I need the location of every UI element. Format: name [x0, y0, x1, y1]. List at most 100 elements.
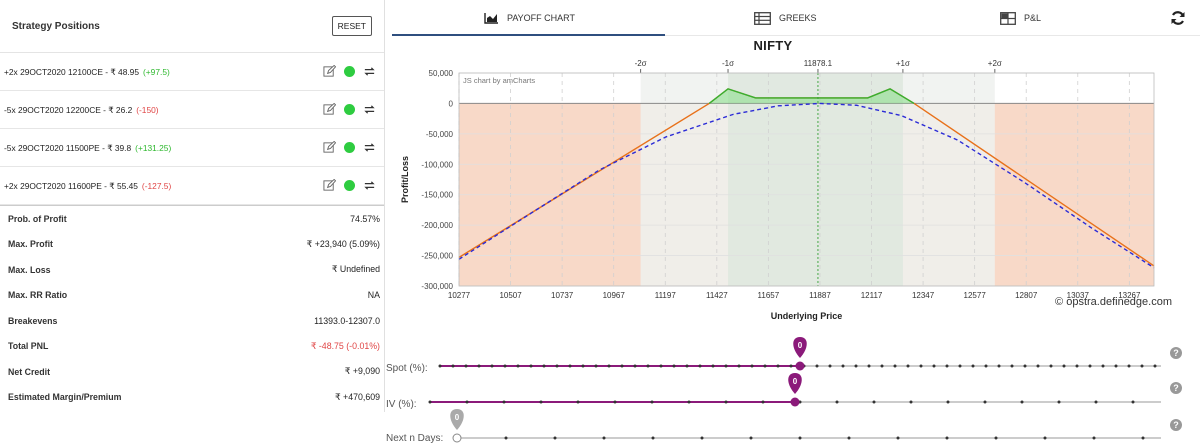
- slider-tick: [1057, 400, 1061, 404]
- help-icon[interactable]: ?: [1170, 382, 1182, 394]
- days-slider-label: Next n Days:: [386, 428, 443, 448]
- stat-label: Prob. of Profit: [8, 213, 67, 224]
- slider-tick: [1020, 400, 1024, 404]
- x-tick-label: 12577: [964, 291, 987, 300]
- slider-tick: [477, 364, 481, 368]
- profit-area: [709, 88, 915, 104]
- slider-tick: [906, 364, 910, 368]
- tab-greeks-label: GREEKS: [779, 13, 817, 23]
- stat-value: ₹ -48.75 (-0.01%): [310, 340, 380, 351]
- slider-tick: [594, 364, 598, 368]
- swap-icon[interactable]: [363, 179, 376, 192]
- y-axis-label: Profit/Loss: [400, 156, 410, 203]
- slider-tick: [659, 364, 663, 368]
- slider-tick: [1075, 364, 1079, 368]
- tab-payoff-chart[interactable]: PAYOFF CHART: [484, 0, 575, 36]
- slider-knob[interactable]: [795, 361, 805, 371]
- slider-tick: [854, 364, 858, 368]
- stat-row: Net Credit ₹ +9,090: [0, 359, 384, 385]
- slider-tick: [464, 364, 468, 368]
- series-expiry-profit-line: [708, 88, 915, 105]
- slider-tick: [893, 364, 897, 368]
- slider-tick: [529, 364, 533, 368]
- y-tick-label: -100,000: [421, 160, 453, 169]
- stat-label: Estimated Margin/Premium: [8, 392, 122, 403]
- help-icon[interactable]: ?: [1170, 347, 1182, 359]
- slider-tick: [555, 364, 559, 368]
- active-status-dot[interactable]: [344, 142, 355, 153]
- x-tick-label: 11427: [706, 291, 728, 300]
- slider-tick: [1141, 436, 1145, 440]
- spot-label: Spot (%):: [386, 362, 428, 374]
- slider-tick: [1043, 436, 1047, 440]
- y-tick-label: -50,000: [426, 130, 454, 139]
- slider-tick: [542, 364, 546, 368]
- slider-tick: [687, 400, 691, 404]
- x-tick-label: 13037: [1067, 291, 1090, 300]
- stat-value: 74.57%: [350, 213, 380, 224]
- position-label: -5x 29OCT2020 11500PE - ₹ 39.8: [4, 142, 132, 153]
- tab-pnl[interactable]: P&L: [1000, 0, 1041, 36]
- slider-tick: [984, 364, 988, 368]
- active-status-dot[interactable]: [344, 104, 355, 115]
- y-tick-label: -150,000: [421, 191, 453, 200]
- slider-tick: [672, 364, 676, 368]
- slider-tick: [841, 364, 845, 368]
- stat-label: Max. Loss: [8, 264, 51, 275]
- slider-tick: [438, 364, 442, 368]
- slider-tick: [847, 436, 851, 440]
- stat-row: Breakevens 11393.0-12307.0: [0, 308, 384, 334]
- slider-tick: [958, 364, 962, 368]
- swap-icon[interactable]: [363, 103, 376, 116]
- tab-greeks[interactable]: GREEKS: [754, 0, 817, 36]
- active-status-dot[interactable]: [344, 180, 355, 191]
- slider-tick: [490, 364, 494, 368]
- active-tab-indicator: [392, 34, 665, 36]
- edit-icon[interactable]: [323, 65, 336, 78]
- stat-label: Net Credit: [8, 366, 51, 377]
- slider-tick: [1131, 400, 1135, 404]
- position-label: +2x 29OCT2020 11600PE - ₹ 55.45: [4, 180, 138, 191]
- reset-button[interactable]: RESET: [331, 16, 372, 36]
- slider-knob[interactable]: [790, 397, 800, 407]
- days-label: Next n Days:: [386, 432, 444, 444]
- slider-tick: [828, 364, 832, 368]
- edit-icon[interactable]: [323, 179, 336, 192]
- edit-icon[interactable]: [323, 141, 336, 154]
- slider-tick: [428, 400, 432, 404]
- help-icon[interactable]: ?: [1170, 419, 1182, 431]
- slider-tick: [539, 400, 543, 404]
- slider-tick: [932, 364, 936, 368]
- x-tick-label: 11657: [758, 291, 780, 300]
- slider-tick: [971, 364, 975, 368]
- slider-tick: [711, 364, 715, 368]
- x-tick-label: 10507: [499, 291, 522, 300]
- slider-tick: [613, 400, 617, 404]
- payoff-chart-svg[interactable]: 50,000 0 -50,000 -100,000 -150,000 -200,000 -2…: [392, 36, 1200, 326]
- edit-icon[interactable]: [323, 103, 336, 116]
- slider-tick: [724, 364, 728, 368]
- slider-tick: [1140, 364, 1144, 368]
- x-tick-label: 10967: [603, 291, 626, 300]
- refresh-icon[interactable]: [1170, 10, 1186, 26]
- plot-border: [458, 72, 1155, 287]
- slider-tick: [798, 436, 802, 440]
- swap-icon[interactable]: [363, 141, 376, 154]
- swap-icon[interactable]: [363, 65, 376, 78]
- slider-tick: [946, 400, 950, 404]
- slider-knob[interactable]: [452, 433, 462, 443]
- stat-value: ₹ +9,090: [344, 366, 380, 377]
- slider-tick: [945, 364, 949, 368]
- slider-value: 0: [798, 341, 803, 350]
- active-status-dot[interactable]: [344, 66, 355, 77]
- slider-tick: [620, 364, 624, 368]
- stat-value: 11393.0-12307.0: [314, 315, 380, 326]
- slider-tick: [646, 364, 650, 368]
- position-row: +2x 29OCT2020 12100CE - ₹ 48.95 (+97.5): [0, 53, 384, 91]
- stat-row: Prob. of Profit 74.57%: [0, 206, 384, 232]
- slider-tick: [835, 400, 839, 404]
- position-row: -5x 29OCT2020 11500PE - ₹ 39.8 (+131.25): [0, 129, 384, 167]
- slider-tick: [761, 400, 765, 404]
- x-tick-label: 13267: [1118, 291, 1141, 300]
- slider-tick: [815, 364, 819, 368]
